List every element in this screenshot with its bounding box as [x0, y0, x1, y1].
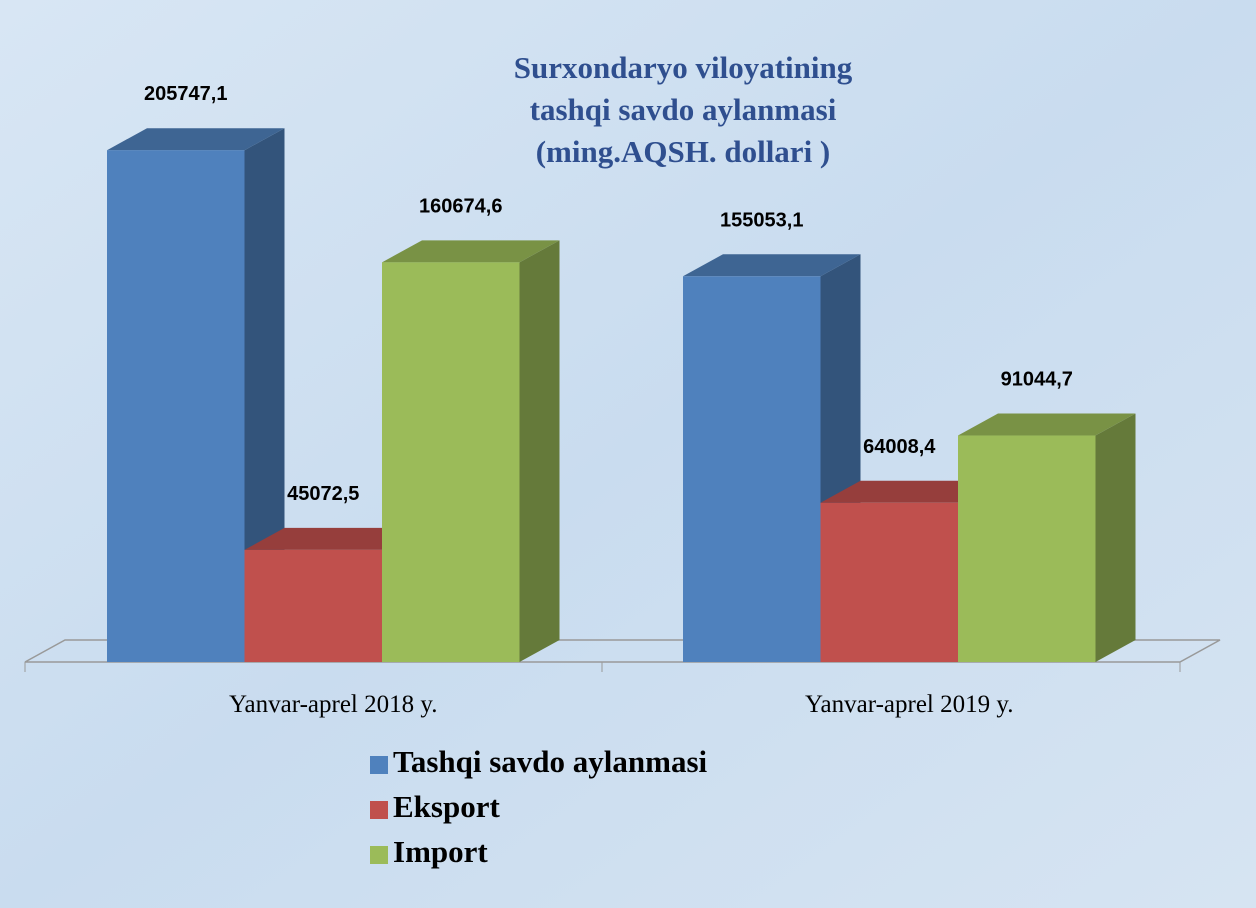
chart-title: tashqi savdo aylanmasi — [530, 92, 837, 127]
legend-label: Eksport — [393, 789, 500, 824]
data-label: 64008,4 — [863, 436, 936, 458]
data-label: 91044,7 — [1001, 369, 1073, 391]
x-tick-label: Yanvar-aprel 2019 y. — [805, 691, 1013, 718]
bar-top — [820, 480, 998, 503]
data-label: 205747,1 — [144, 83, 227, 105]
bar — [382, 262, 520, 662]
legend-label: Tashqi savdo aylanmasi — [393, 744, 708, 779]
legend-swatch — [370, 801, 388, 819]
legend-swatch — [370, 846, 388, 864]
bar — [683, 276, 821, 662]
bar — [958, 435, 1096, 662]
bar-top — [244, 527, 422, 550]
bar — [244, 549, 382, 662]
bar — [820, 502, 958, 662]
chart-title: (ming.AQSH. dollari ) — [536, 134, 831, 169]
legend-swatch — [370, 756, 388, 774]
bar-side — [519, 240, 560, 662]
bar-top — [382, 240, 560, 263]
data-label: 45072,5 — [287, 483, 359, 505]
x-tick-label: Yanvar-aprel 2018 y. — [229, 691, 437, 718]
data-label: 155053,1 — [720, 209, 803, 231]
bar-side — [1095, 413, 1136, 662]
bar — [107, 150, 245, 662]
chart-title: Surxondaryo viloyatining — [514, 50, 853, 85]
bar-top — [107, 128, 285, 151]
legend-label: Import — [393, 834, 488, 869]
data-label: 160674,6 — [419, 195, 502, 217]
bar-top — [958, 413, 1136, 436]
bar-top — [683, 254, 861, 277]
bar-side — [244, 128, 285, 662]
